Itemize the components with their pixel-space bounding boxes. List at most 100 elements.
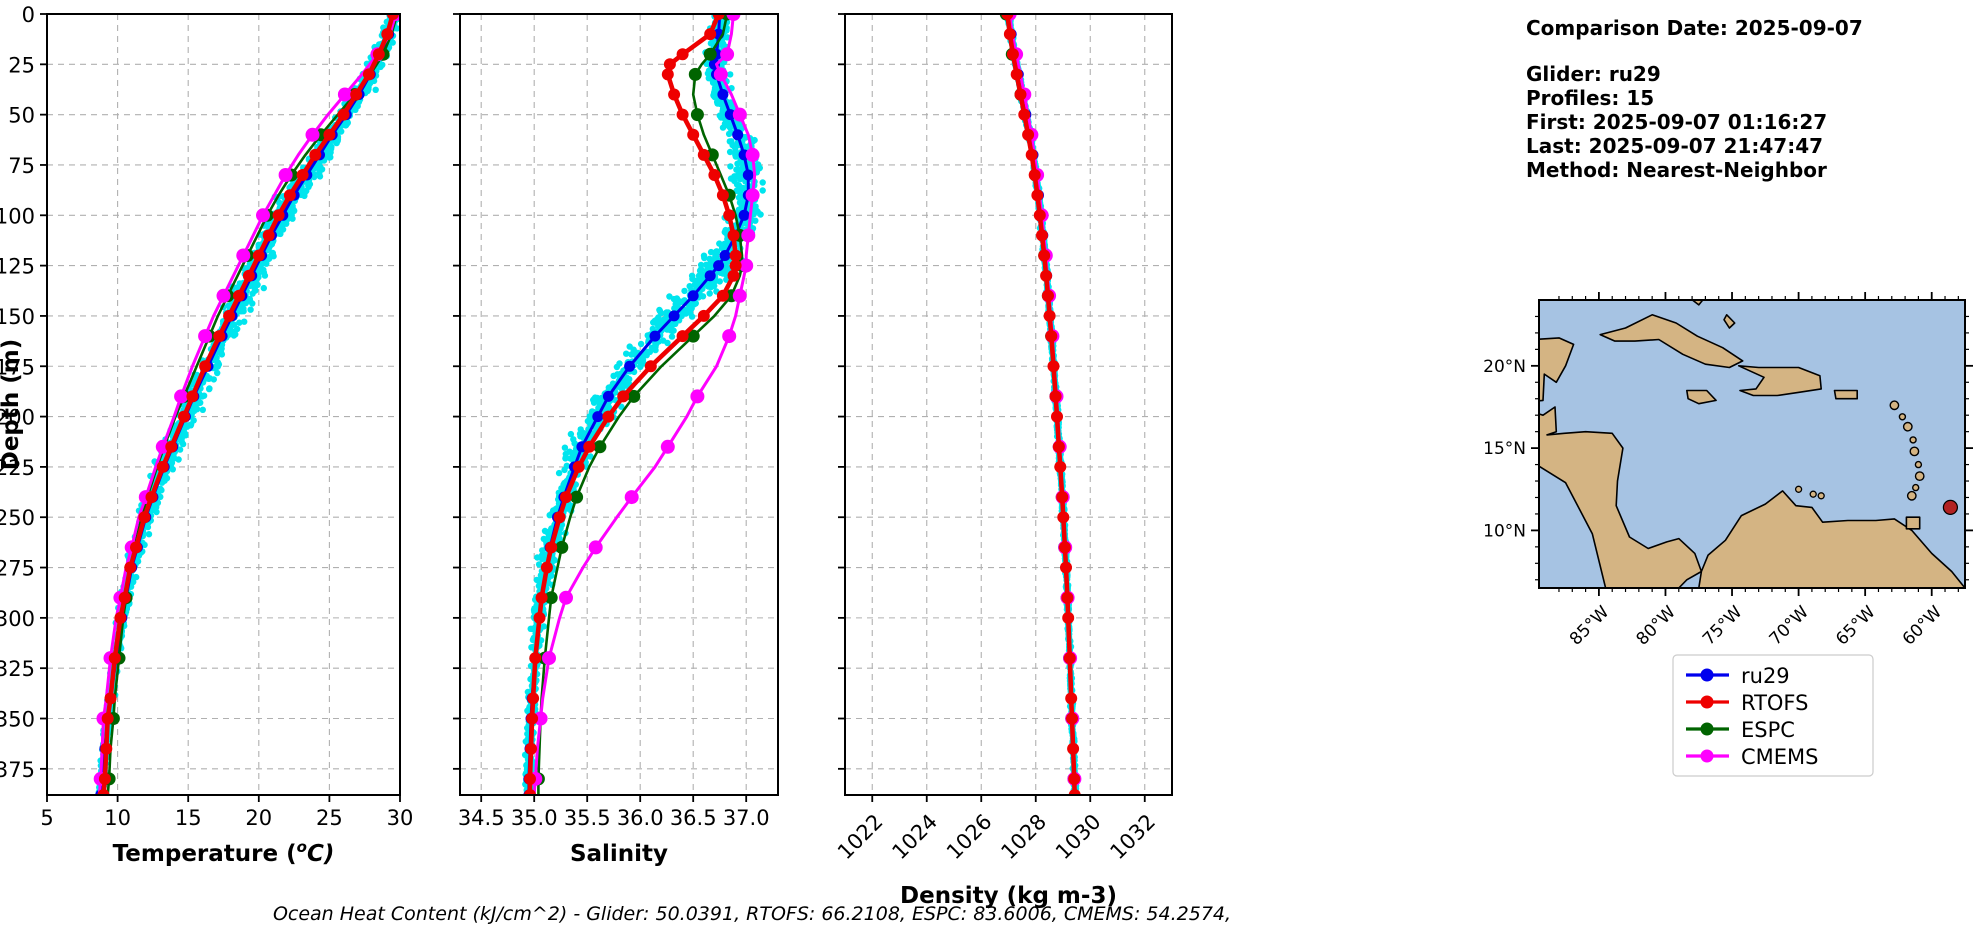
profile-marker (545, 541, 558, 554)
profile-marker (533, 711, 548, 726)
profile-marker (1014, 88, 1027, 101)
profile-path (1005, 14, 1077, 795)
scatter-point (288, 208, 296, 215)
scatter-point (561, 444, 569, 451)
profile-marker (697, 148, 710, 161)
scatter-point (699, 293, 707, 300)
profile-marker (130, 541, 142, 554)
scatter-point (652, 346, 659, 354)
scatter-point (236, 319, 243, 326)
scatter-point (757, 211, 764, 218)
scatter-point (711, 93, 718, 101)
profile-marker (663, 58, 676, 71)
scatter-point (157, 485, 164, 492)
profile-marker (199, 360, 212, 373)
profile-marker (272, 209, 285, 222)
panel-frame (459, 13, 779, 796)
xaxis-tick-label: 35.0 (511, 806, 558, 830)
scatter-point (539, 547, 546, 554)
scatter-point (264, 223, 271, 230)
scatter-point (175, 456, 182, 463)
profile-marker (540, 561, 553, 574)
xaxis-tick-label: 15 (175, 806, 202, 830)
profile-marker (572, 460, 585, 473)
profile-marker (697, 309, 710, 322)
profile-marker (305, 127, 320, 142)
profile-marker (588, 540, 603, 555)
profile-marker (602, 410, 615, 423)
scatter-point (289, 215, 296, 222)
profile-marker (686, 329, 700, 343)
xaxis-tick-label: 20 (245, 806, 272, 830)
profile-marker (713, 67, 728, 82)
scatter-point (733, 187, 740, 194)
xaxis-tick-label: 36.5 (670, 806, 717, 830)
profile-marker (729, 259, 742, 272)
scatter-point (561, 466, 568, 474)
scatter-point (534, 554, 541, 561)
profile-marker (690, 108, 704, 122)
profile-marker (624, 490, 639, 505)
profile-marker (624, 360, 636, 372)
profile-marker (362, 68, 375, 81)
xaxis-salinity: 34.5 35.0 35.5 36.0 36.5 37.0 (458, 795, 770, 830)
scatter-point (326, 154, 333, 161)
scatter-point (533, 576, 540, 584)
profile-marker (372, 48, 385, 61)
profile-marker (703, 47, 717, 61)
profile-marker (525, 742, 537, 755)
profile-marker (1010, 68, 1023, 81)
profile-marker (687, 128, 700, 141)
profile-marker (233, 289, 245, 302)
profile-marker (1001, 14, 1014, 20)
profile-marker (104, 692, 117, 705)
profile-marker (544, 591, 558, 605)
profile-marker (386, 14, 399, 20)
scatter-point (734, 160, 741, 167)
profile-marker (1003, 28, 1016, 41)
scatter-point (706, 290, 713, 297)
profile-marker (719, 250, 731, 261)
scatter-point (701, 254, 708, 262)
profile-marker (138, 511, 151, 524)
scatter-point (742, 220, 749, 227)
profile-marker (101, 712, 114, 725)
profile-marker (174, 389, 189, 404)
profile-marker (350, 88, 363, 101)
profile-marker (1022, 128, 1035, 141)
profile-marker (732, 129, 744, 141)
scatter-point (590, 399, 598, 406)
profile-line-rtofs (524, 14, 742, 795)
profile-marker (1006, 48, 1019, 61)
profile-marker (178, 410, 190, 423)
xaxis-title-temperature: Temperature (oC) (113, 838, 335, 867)
scatter-point (311, 173, 318, 181)
scatter-point (199, 406, 206, 413)
profile-path (97, 14, 398, 795)
scatter-point (681, 287, 688, 295)
profile-marker (98, 772, 111, 785)
profile-marker (704, 270, 716, 282)
scatter-point (727, 163, 734, 170)
scatter-point (364, 87, 371, 95)
profile-marker (687, 290, 699, 302)
scatter-point (141, 541, 148, 549)
profile-marker (145, 491, 158, 504)
scatter-point (735, 182, 743, 189)
scatter-point (576, 430, 584, 438)
scatter-point (727, 71, 734, 78)
plot-background (47, 14, 400, 795)
profile-marker (165, 440, 178, 453)
scatter-point (668, 321, 676, 329)
xaxis-title-salinity: Salinity (570, 841, 668, 867)
scatter-point (260, 284, 267, 292)
scatter-point (709, 79, 717, 86)
scatter-point (546, 512, 553, 519)
scatter-point (247, 306, 254, 313)
profile-marker (155, 439, 170, 454)
xaxis-tick-label: 25 (316, 806, 343, 830)
scatter-point (537, 572, 545, 579)
scatter-point (562, 454, 569, 462)
